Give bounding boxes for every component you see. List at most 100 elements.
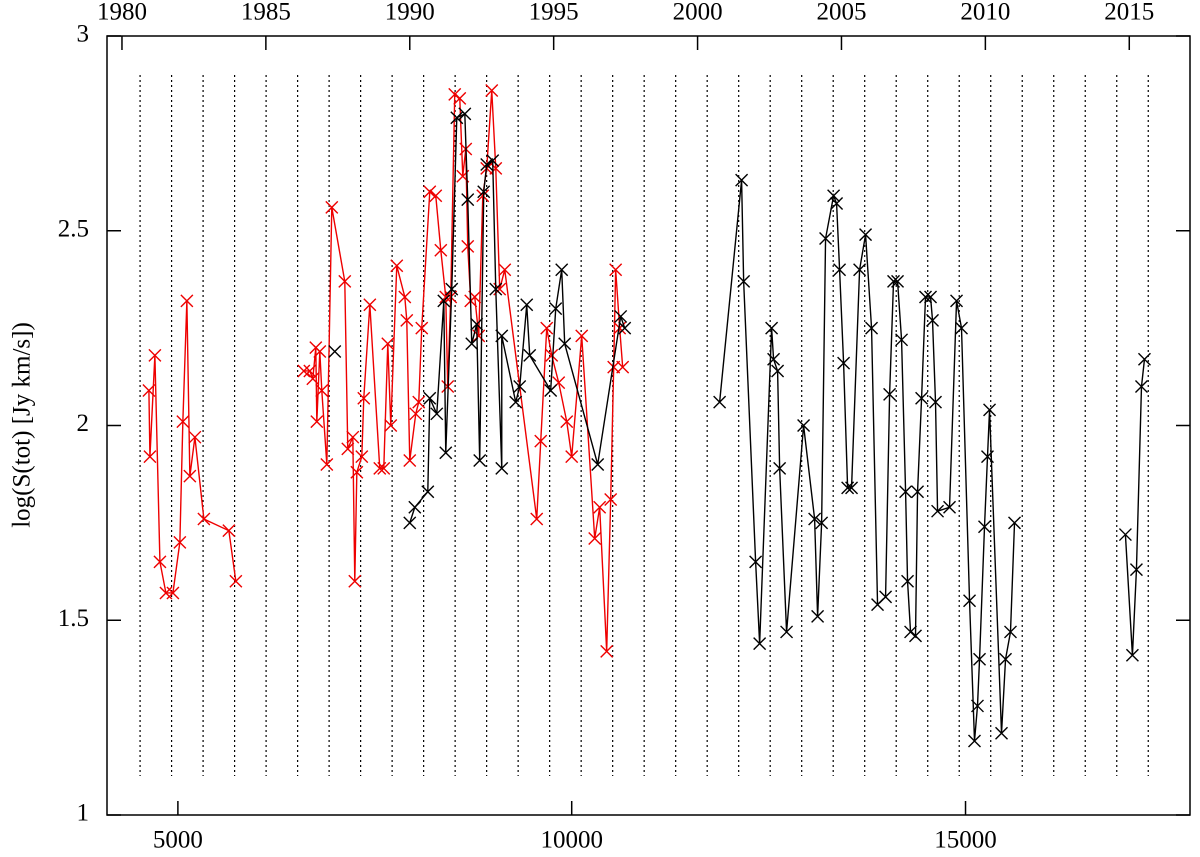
data-point	[297, 364, 311, 378]
data-point	[461, 239, 475, 253]
data-point	[173, 535, 187, 549]
data-point	[545, 348, 559, 362]
x2-tick-label: 1980	[97, 0, 147, 26]
data-point	[485, 84, 499, 98]
data-point	[461, 193, 475, 207]
data-point	[1137, 352, 1151, 366]
data-point	[845, 481, 859, 495]
y-tick-label: 2	[77, 410, 90, 437]
data-point	[229, 574, 243, 588]
data-point	[458, 107, 472, 121]
x2-tick-label: 2005	[816, 0, 866, 26]
data-point	[1118, 528, 1132, 542]
data-point	[222, 524, 236, 538]
x2-tick-label: 2010	[960, 0, 1010, 26]
data-point	[153, 555, 167, 569]
data-point	[1004, 625, 1017, 639]
data-point	[983, 403, 997, 417]
data-point	[549, 302, 563, 316]
data-point	[887, 274, 901, 288]
data-point	[313, 345, 327, 358]
data-point	[390, 259, 404, 273]
data-point	[381, 337, 395, 351]
x2-tick-label: 2000	[673, 0, 723, 26]
data-point	[346, 430, 360, 444]
data-point	[827, 189, 841, 203]
data-point	[973, 652, 987, 666]
data-point	[815, 516, 829, 530]
data-point	[303, 364, 317, 378]
data-point	[981, 450, 994, 464]
data-point	[591, 457, 605, 471]
x-tick-label: 5000	[153, 827, 203, 854]
data-point	[398, 290, 412, 304]
data-point	[600, 644, 614, 658]
data-point	[355, 450, 369, 464]
data-point	[495, 329, 509, 343]
data-point	[830, 196, 844, 210]
data-point	[415, 321, 429, 335]
data-point	[437, 294, 451, 308]
data-point	[348, 574, 362, 588]
data-point	[811, 609, 825, 623]
data-point	[773, 461, 787, 475]
series-line	[148, 90, 624, 652]
data-point	[489, 282, 503, 296]
data-point	[412, 395, 426, 409]
data-point	[423, 391, 437, 405]
data-point	[915, 391, 929, 405]
data-point	[931, 504, 945, 518]
data-point	[166, 586, 180, 600]
data-point	[439, 290, 453, 304]
data-point	[853, 263, 867, 277]
data-point	[489, 161, 503, 175]
data-point	[498, 263, 512, 277]
x2-tick-label: 1995	[529, 0, 579, 26]
data-point	[143, 450, 157, 464]
data-point	[819, 232, 833, 246]
data-point	[901, 574, 915, 588]
y-tick-label: 1.5	[58, 605, 89, 632]
data-point	[771, 364, 785, 378]
data-point	[434, 243, 448, 257]
data-point	[895, 333, 909, 347]
data-point	[530, 512, 544, 526]
data-point	[609, 263, 623, 277]
data-point	[780, 625, 794, 639]
data-point	[968, 734, 981, 748]
data-point	[735, 173, 749, 187]
data-point	[593, 500, 607, 514]
data-point	[453, 91, 467, 105]
data-point	[180, 294, 194, 308]
x2-tick-label: 1985	[241, 0, 291, 26]
data-point	[350, 465, 364, 479]
data-point	[560, 415, 574, 429]
data-point	[616, 360, 630, 374]
data-point	[341, 442, 355, 456]
series-line	[409, 112, 1146, 742]
data-point	[1129, 563, 1143, 577]
data-point	[534, 434, 548, 448]
data-point	[618, 321, 632, 335]
data-point	[450, 111, 464, 125]
data-point	[797, 419, 811, 432]
data-point	[325, 200, 339, 214]
data-point	[995, 726, 1009, 740]
x2-tick-label: 1990	[385, 0, 435, 26]
data-point	[544, 383, 558, 397]
data-point	[142, 383, 156, 397]
data-point	[841, 481, 855, 495]
data-point	[403, 454, 417, 468]
data-point	[883, 387, 897, 401]
data-point	[445, 282, 459, 296]
data-point	[540, 321, 554, 335]
data-point	[879, 590, 893, 604]
data-point	[377, 461, 391, 475]
data-point	[753, 637, 767, 651]
data-point	[833, 263, 847, 277]
data-point	[909, 629, 923, 643]
data-point	[859, 228, 873, 242]
data-point	[408, 500, 422, 514]
data-point	[950, 294, 964, 308]
